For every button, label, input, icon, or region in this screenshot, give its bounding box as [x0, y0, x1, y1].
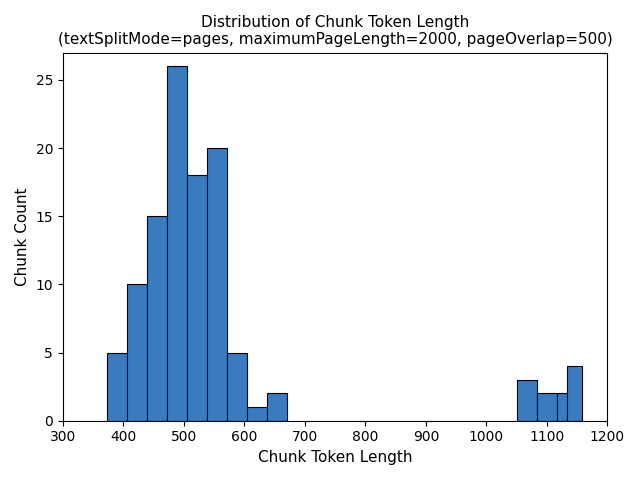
Bar: [537, 394, 557, 421]
Bar: [207, 148, 227, 421]
Bar: [187, 175, 207, 421]
Bar: [567, 366, 582, 421]
Y-axis label: Chunk Count: Chunk Count: [15, 188, 30, 286]
Bar: [247, 407, 267, 421]
Bar: [227, 353, 247, 421]
Bar: [557, 394, 567, 421]
Bar: [147, 216, 167, 421]
Bar: [167, 66, 187, 421]
Title: Distribution of Chunk Token Length
(textSplitMode=pages, maximumPageLength=2000,: Distribution of Chunk Token Length (text…: [58, 15, 612, 48]
Bar: [107, 353, 127, 421]
Bar: [127, 285, 147, 421]
Bar: [516, 380, 537, 421]
X-axis label: Chunk Token Length: Chunk Token Length: [258, 450, 412, 465]
Bar: [267, 394, 287, 421]
